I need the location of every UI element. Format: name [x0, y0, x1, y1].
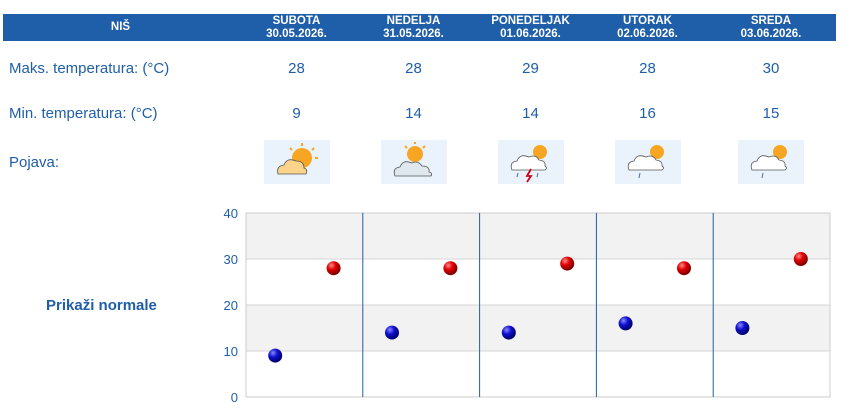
min-temp-label: Min. temperatura: (°C) — [9, 104, 158, 122]
max-temp-value: 30 — [762, 59, 780, 77]
plot-frame — [245, 212, 831, 398]
max-temp-marker — [793, 252, 808, 266]
partly-cloudy-sunny-icon — [263, 140, 330, 184]
temperature-chart: 0 10 20 30 40 — [224, 206, 831, 405]
max-temp-marker — [677, 261, 691, 276]
weather-symbol-row: Pojava: — [3, 131, 836, 193]
min-temp-value: 16 — [639, 104, 656, 122]
day-header: SUBOTA 30.05.2026. — [238, 14, 355, 41]
day-date: 03.06.2026. — [740, 27, 802, 40]
max-temp-marker — [560, 256, 575, 271]
day-header: PONEDELJAK 01.06.2026. — [472, 14, 589, 41]
thunderstorm-sun-icon — [497, 140, 564, 184]
max-temp-row: Maks. temperatura: (°C) 28 28 29 28 30 — [3, 41, 836, 95]
cloud-sun-light-rain-icon — [614, 140, 681, 184]
min-temp-value: 14 — [522, 104, 539, 122]
y-tick-label: 40 — [224, 206, 238, 221]
min-temp-marker — [735, 321, 750, 335]
min-temp-marker — [501, 325, 516, 340]
max-temp-value: 28 — [288, 59, 305, 77]
day-header: SREDA 03.06.2026. — [706, 14, 836, 41]
day-name: NEDELJA — [386, 14, 441, 27]
city-name: NIŠ — [3, 14, 238, 41]
max-temp-marker — [443, 261, 458, 276]
cloud-sun-light-rain-icon — [738, 140, 804, 184]
show-normals-link[interactable]: Prikaži normale — [46, 297, 157, 314]
forecast-table: NIŠ SUBOTA 30.05.2026. NEDELJA 31.05.202… — [3, 14, 836, 193]
max-temp-marker — [326, 261, 341, 276]
min-temp-value: 9 — [292, 104, 301, 122]
partly-cloudy-icon — [380, 140, 447, 184]
forecast-header-row: NIŠ SUBOTA 30.05.2026. NEDELJA 31.05.202… — [3, 14, 836, 41]
day-header: UTORAK 02.06.2026. — [589, 14, 706, 41]
y-tick-label: 0 — [231, 390, 238, 405]
y-tick-label: 30 — [224, 252, 238, 267]
day-name: UTORAK — [623, 14, 672, 27]
min-temp-marker — [268, 348, 283, 363]
min-temp-value: 15 — [762, 104, 780, 122]
weather-symbol-label: Pojava: — [9, 153, 60, 171]
day-name: SUBOTA — [272, 14, 321, 27]
grid-band — [246, 305, 830, 351]
day-header: NEDELJA 31.05.2026. — [355, 14, 472, 41]
min-temp-marker — [618, 316, 633, 331]
y-tick-label: 20 — [224, 298, 238, 313]
min-temp-value: 14 — [405, 104, 422, 122]
min-temp-row: Min. temperatura: (°C) 9 14 14 16 15 — [3, 95, 836, 131]
min-temp-marker — [385, 325, 399, 340]
day-name: SREDA — [750, 14, 792, 27]
max-temp-label: Maks. temperatura: (°C) — [9, 59, 170, 77]
max-temp-value: 28 — [639, 59, 656, 77]
day-date: 30.05.2026. — [266, 27, 327, 40]
max-temp-value: 28 — [405, 59, 422, 77]
max-temp-value: 29 — [522, 59, 539, 77]
day-date: 02.06.2026. — [617, 27, 678, 40]
day-date: 01.06.2026. — [500, 27, 561, 40]
grid-band — [246, 213, 830, 259]
day-name: PONEDELJAK — [491, 14, 570, 27]
y-tick-label: 10 — [224, 344, 238, 359]
day-date: 31.05.2026. — [383, 27, 444, 40]
